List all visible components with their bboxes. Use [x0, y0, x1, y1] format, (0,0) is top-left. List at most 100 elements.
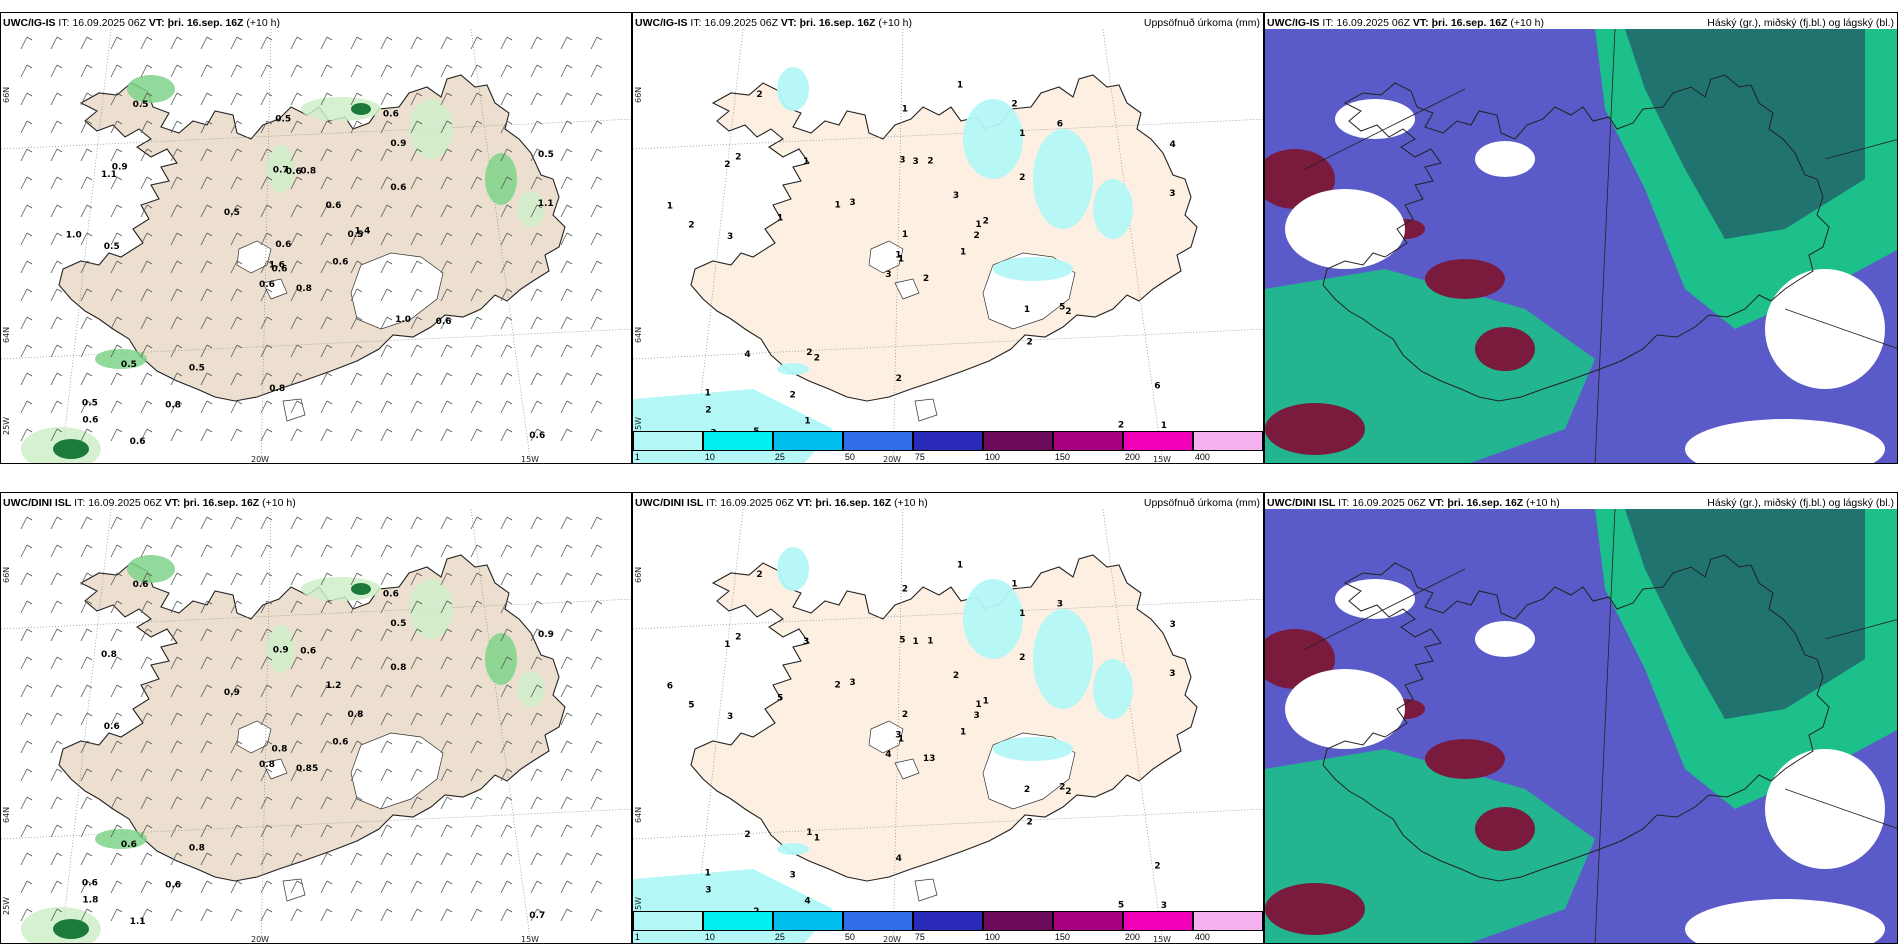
- wind-barb: [170, 824, 183, 838]
- gust-label: 1.1: [538, 199, 554, 209]
- wind-barb: [200, 92, 213, 106]
- wind-barb: [500, 656, 513, 670]
- wind-barb: [350, 400, 363, 414]
- wind-barb: [20, 768, 33, 782]
- wind-barb: [560, 796, 573, 810]
- wind-barb: [80, 64, 93, 78]
- precip-label: 3: [849, 678, 855, 688]
- wind-barb: [350, 64, 363, 78]
- precip-label: 2: [756, 90, 762, 100]
- wind-barb: [260, 344, 273, 358]
- wind-barb: [440, 204, 453, 218]
- wind-barb: [560, 572, 573, 586]
- wind-barb: [410, 204, 423, 218]
- wind-barb: [20, 572, 33, 586]
- precip-label: 2: [756, 570, 762, 580]
- wind-barb: [500, 148, 513, 162]
- colorbar-tick-label: 75: [914, 452, 925, 462]
- precip-label: 2: [814, 353, 820, 363]
- wind-barb: [230, 516, 243, 530]
- gust-label: 0.8: [348, 710, 364, 720]
- wind-barb: [260, 260, 273, 274]
- wind-barb: [530, 740, 543, 754]
- precip-label: 3: [885, 270, 891, 280]
- wind-barb: [290, 372, 303, 386]
- wind-barb: [350, 120, 363, 134]
- wind-barb: [290, 64, 303, 78]
- wind-barb: [260, 768, 273, 782]
- precip-label: 1: [898, 734, 904, 744]
- wind-barb: [110, 400, 123, 414]
- precip-label: 1: [803, 157, 809, 167]
- wind-barb: [110, 712, 123, 726]
- lon-label-25w: 25W: [2, 417, 11, 435]
- wind-barb: [140, 628, 153, 642]
- colorbar-tick-label: 1: [634, 932, 640, 942]
- wind-barb: [440, 400, 453, 414]
- precip-label: 6: [1154, 382, 1160, 392]
- wind-barb: [590, 628, 603, 642]
- wind-barb: [200, 880, 213, 894]
- wind-barb: [80, 400, 93, 414]
- wind-barb: [260, 852, 273, 866]
- precip-label: 2: [1154, 862, 1160, 872]
- wind-barb: [230, 796, 243, 810]
- precip-label: 2: [744, 830, 750, 840]
- wind-barb: [560, 344, 573, 358]
- wind-barb: [470, 288, 483, 302]
- wind-barb: [290, 428, 303, 442]
- precip-label: 4: [896, 854, 902, 864]
- wind-barb: [470, 36, 483, 50]
- wind-barb: [50, 712, 63, 726]
- wind-barb: [290, 544, 303, 558]
- wind-barb: [140, 372, 153, 386]
- wind-barb: [170, 428, 183, 442]
- precip-label: 5: [777, 694, 783, 704]
- colorbar-swatch: [913, 911, 983, 931]
- precip-colorbar: [633, 431, 1263, 451]
- gust-label: 0.5: [133, 100, 149, 110]
- wind-barb: [590, 656, 603, 670]
- wind-barb: [290, 204, 303, 218]
- wind-barb: [440, 516, 453, 530]
- wind-barb: [500, 204, 513, 218]
- wind-barb: [590, 572, 603, 586]
- wind-barb: [350, 908, 363, 922]
- wind-barb: [590, 64, 603, 78]
- wind-barb: [290, 120, 303, 134]
- wind-barb: [470, 656, 483, 670]
- wind-barb: [260, 600, 273, 614]
- colorbar-tick-label: 25: [774, 932, 785, 942]
- wind-barb: [170, 260, 183, 274]
- wind-barb: [20, 260, 33, 274]
- colorbar-swatch: [633, 911, 703, 931]
- wind-barb: [560, 316, 573, 330]
- wind-barb: [170, 120, 183, 134]
- wind-barb: [230, 852, 243, 866]
- gust-label: 0.9: [538, 630, 554, 640]
- wind-barb: [230, 288, 243, 302]
- colorbar-swatch: [1053, 431, 1123, 451]
- wind-barb: [320, 544, 333, 558]
- wind-barb: [410, 316, 423, 330]
- wind-barb: [590, 120, 603, 134]
- precip-label: 1: [705, 388, 711, 398]
- gust-label: 1.1: [130, 917, 146, 927]
- wind-barb: [290, 908, 303, 922]
- wind-barb: [260, 148, 273, 162]
- wind-barb: [170, 572, 183, 586]
- gust-label: 0.5: [538, 150, 554, 160]
- wind-barb: [170, 796, 183, 810]
- wind-barb: [230, 400, 243, 414]
- wind-barb: [260, 712, 273, 726]
- wind-barb: [80, 36, 93, 50]
- wind-barb: [290, 712, 303, 726]
- gust-label: 0.7: [273, 166, 289, 176]
- wind-barb: [170, 544, 183, 558]
- precip-label: 4: [1170, 140, 1176, 150]
- wind-barb: [20, 628, 33, 642]
- wind-barb: [170, 768, 183, 782]
- wind-barb: [320, 64, 333, 78]
- wind-barb: [440, 880, 453, 894]
- precip-label: 1: [804, 416, 810, 426]
